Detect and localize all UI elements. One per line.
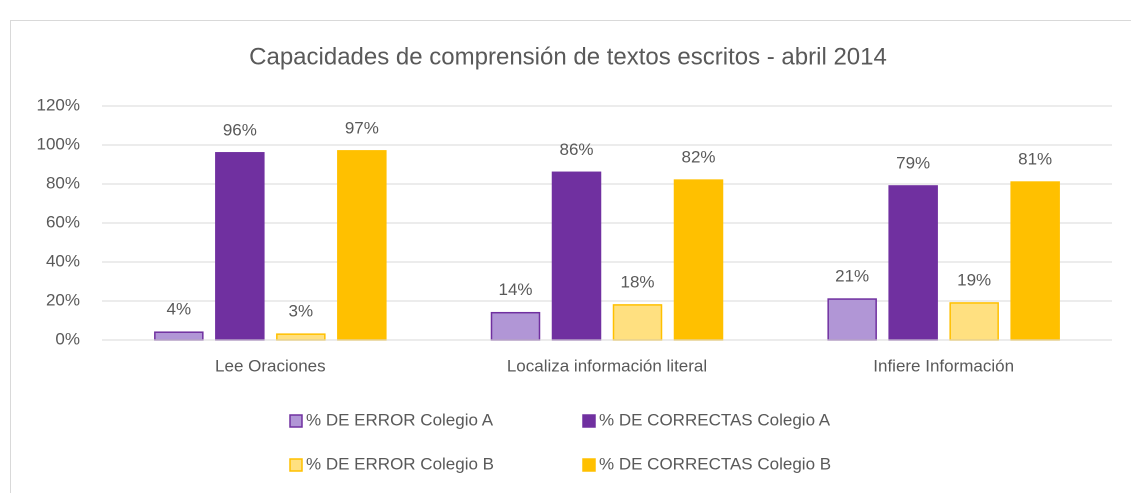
chart-title: Capacidades de comprensión de textos esc… [249,43,887,70]
legend-label: % DE ERROR Colegio B [306,454,494,473]
legend-swatch [582,414,596,428]
value-label: 96% [223,120,257,139]
legend-label: % DE CORRECTAS Colegio A [599,410,831,429]
legend-label: % DE ERROR Colegio A [306,410,494,429]
bar [276,333,326,341]
y-tick-label: 120% [37,95,80,114]
bar [1010,181,1060,341]
value-label: 97% [345,118,379,137]
bar [337,150,387,341]
value-label: 14% [498,280,532,299]
value-label: 81% [1018,150,1052,169]
y-tick-label: 40% [46,251,80,270]
x-tick-label: Infiere Información [873,356,1014,375]
bar [215,152,265,341]
x-tick-label: Localiza información literal [507,356,707,375]
legend-label: % DE CORRECTAS Colegio B [599,454,831,473]
y-tick-label: 20% [46,290,80,309]
legend-swatch [289,458,303,472]
value-label: 86% [559,140,593,159]
bar [490,311,541,341]
y-tick-label: 60% [46,212,80,231]
x-tick-label: Lee Oraciones [215,356,326,375]
y-tick-label: 80% [46,173,80,192]
legend-swatch [582,458,596,472]
value-label: 3% [289,302,314,321]
y-tick-label: 100% [37,134,80,153]
bar [551,171,602,341]
bar [154,331,204,341]
value-label: 21% [835,267,869,286]
bar [673,179,724,341]
y-tick-label: 0% [55,329,80,348]
legend-swatch [289,414,303,428]
value-label: 18% [620,272,654,291]
bar [827,298,877,341]
bar [949,302,999,341]
value-label: 79% [896,153,930,172]
bar [612,304,663,341]
value-label: 82% [681,148,715,167]
bar [888,185,938,341]
value-label: 4% [167,300,192,319]
value-label: 19% [957,270,991,289]
